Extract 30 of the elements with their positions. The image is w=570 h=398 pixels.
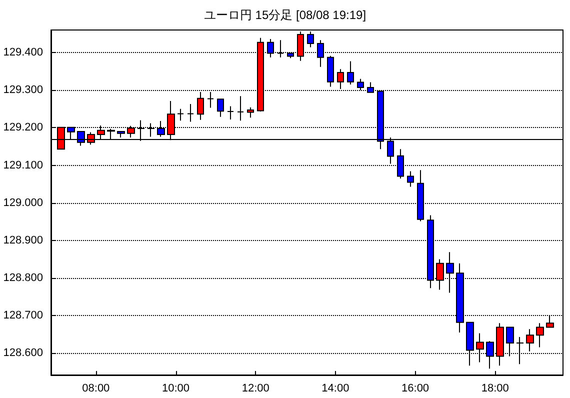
candlestick — [337, 68, 344, 90]
candlestick — [347, 60, 354, 85]
candlestick — [357, 78, 364, 91]
x-tick-label: 10:00 — [162, 382, 190, 394]
y-tick-label: 129.100 — [3, 159, 43, 172]
candlestick — [227, 106, 234, 120]
candlestick — [536, 322, 544, 348]
y-tick-label: 128.800 — [3, 272, 43, 284]
candlestick — [187, 104, 194, 122]
candlestick — [197, 92, 204, 120]
candlestick — [327, 55, 334, 88]
x-tick-label: 16:00 — [402, 382, 430, 394]
y-tick-label: 128.600 — [3, 347, 43, 360]
y-tick-label: 129.400 — [3, 46, 43, 59]
chart-title: ユーロ円 15分足 [08/08 19:19] — [204, 8, 366, 22]
y-tick-label: 129.300 — [3, 84, 43, 96]
candlestick — [217, 98, 224, 118]
candlestick — [407, 170, 414, 188]
y-tick-label: 129.000 — [3, 196, 43, 209]
candlestick — [177, 108, 184, 122]
x-tick-label: 08:00 — [82, 382, 110, 394]
y-tick-label: 129.200 — [3, 122, 43, 134]
candlestick — [247, 106, 254, 118]
candlestick — [237, 96, 244, 122]
candlestick — [207, 92, 214, 108]
x-tick-label: 14:00 — [322, 382, 350, 394]
x-tick-label: 12:00 — [242, 382, 270, 394]
y-tick-label: 128.700 — [3, 310, 43, 322]
x-tick-label: 18:00 — [481, 382, 509, 394]
y-tick-label: 128.900 — [3, 234, 43, 246]
